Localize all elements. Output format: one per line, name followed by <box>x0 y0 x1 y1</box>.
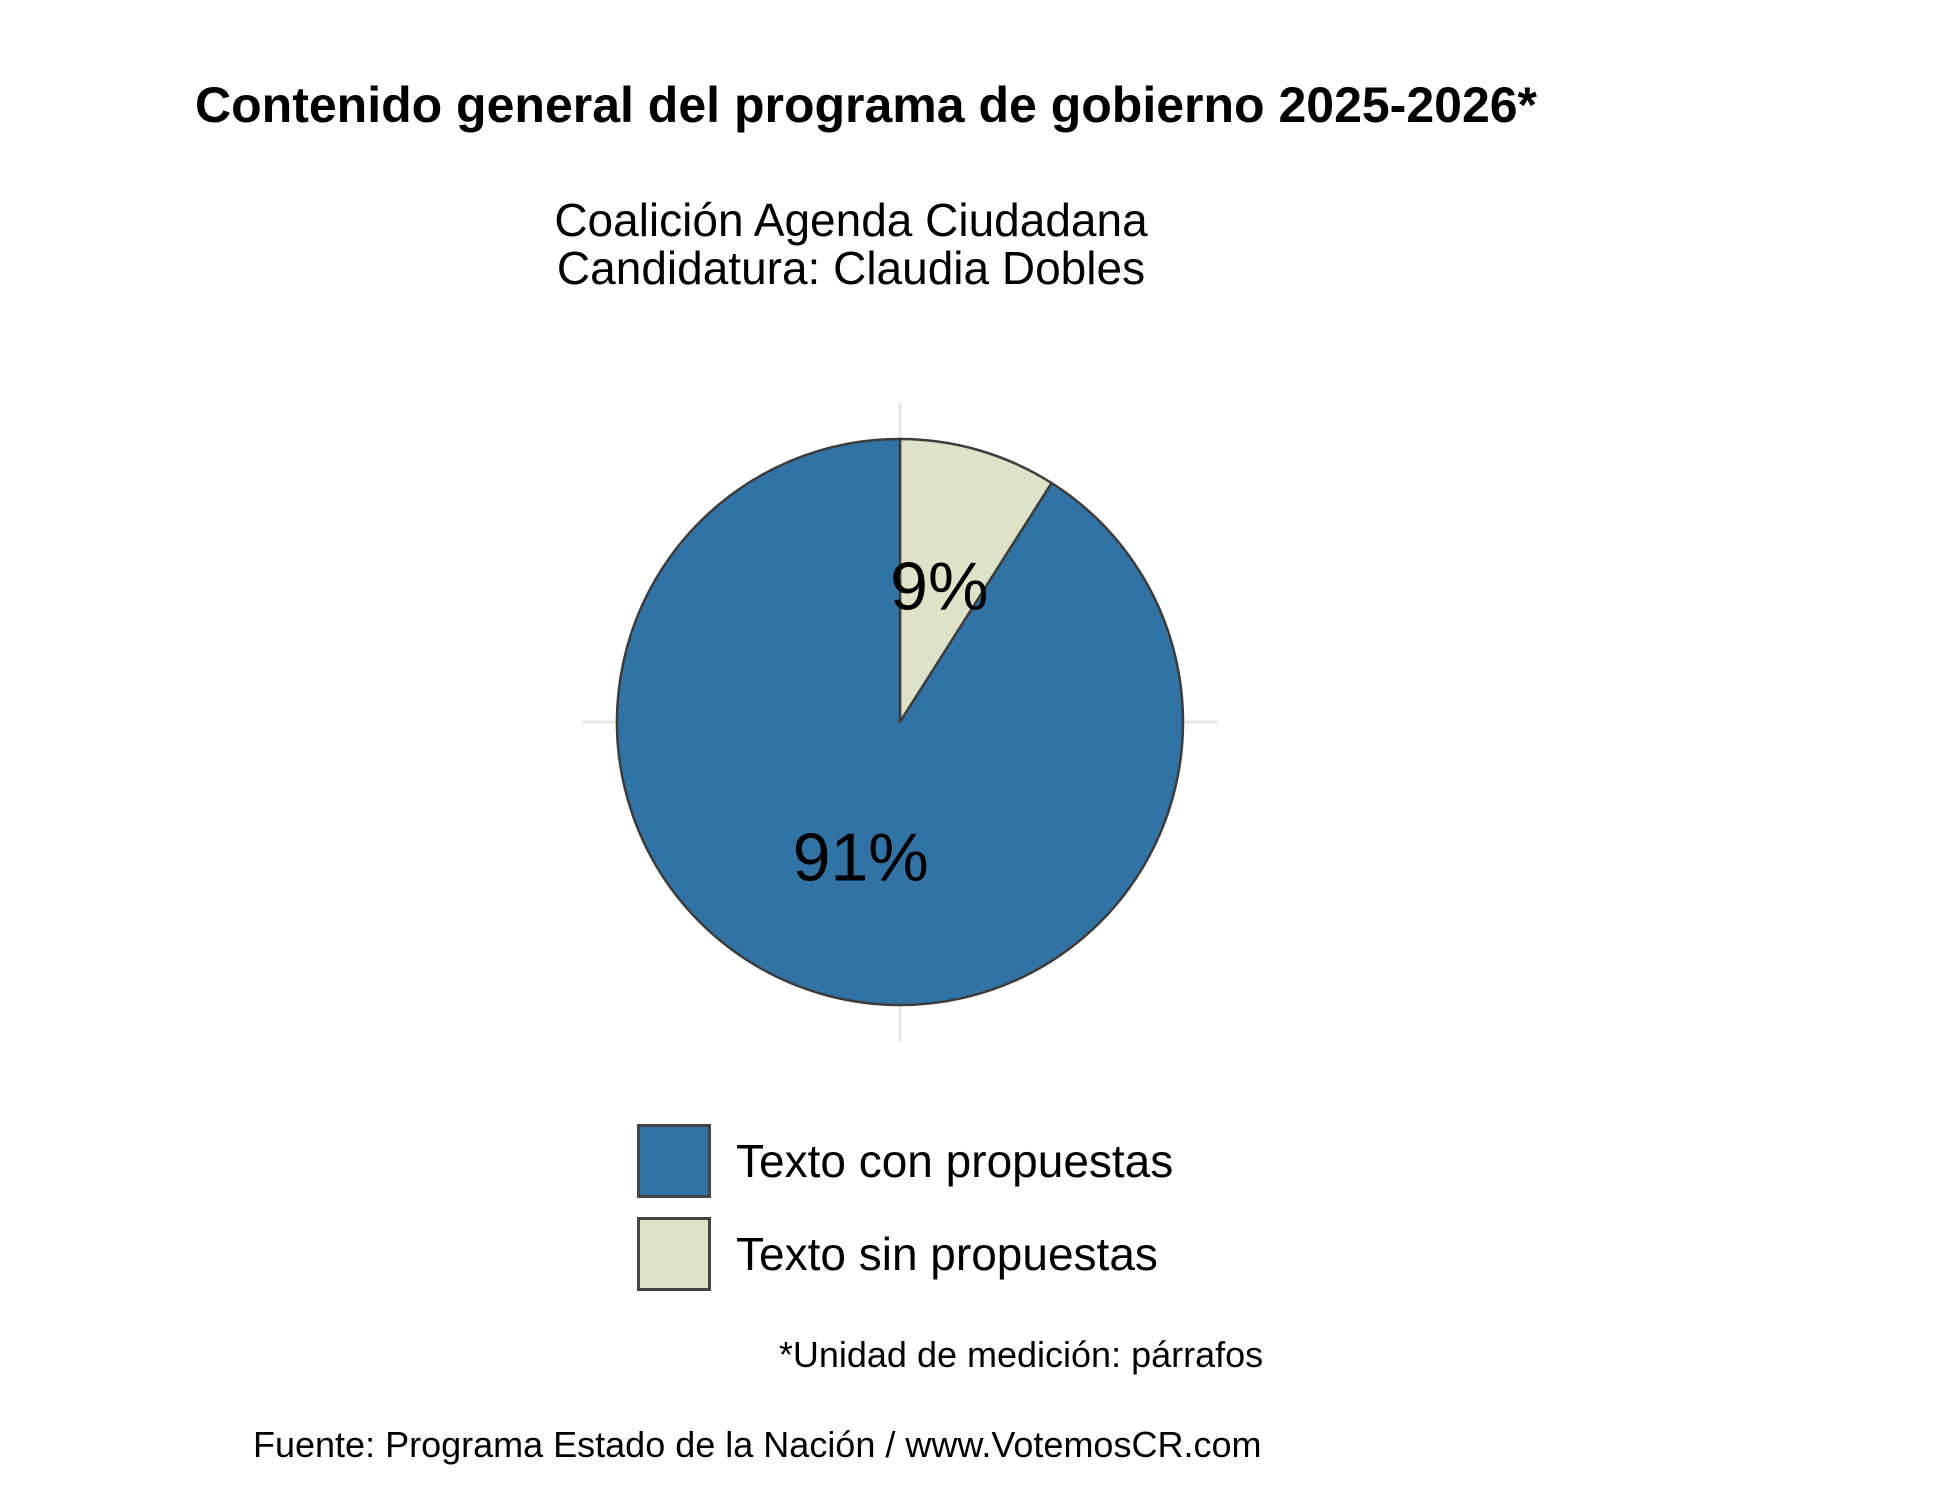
source-line: Fuente: Programa Estado de la Nación / w… <box>253 1424 1262 1465</box>
legend-item-con-propuestas: Texto con propuestas <box>637 1124 1173 1198</box>
subtitle-line-coalition: Coalición Agenda Ciudadana <box>554 194 1148 246</box>
subtitle-line-candidate: Candidatura: Claudia Dobles <box>556 242 1146 294</box>
pie-slice-percentage-label: 9% <box>890 549 988 625</box>
legend-label: Texto con propuestas <box>736 1135 1174 1187</box>
pie-slice-percentage-label: 91% <box>793 819 929 895</box>
chart-title: Contenido general del programa de gobier… <box>195 77 1538 133</box>
pie-chart-svg: 9% 91% <box>582 402 1218 1042</box>
pie-slice <box>898 437 1053 724</box>
legend-item-sin-propuestas: Texto sin propuestas <box>637 1217 1173 1291</box>
pie-chart: 9% 91% <box>560 384 1240 1060</box>
legend-swatch-beige <box>637 1217 711 1291</box>
legend: Texto con propuestas Texto sin propuesta… <box>637 1124 1173 1291</box>
legend-label: Texto sin propuestas <box>736 1228 1158 1280</box>
legend-swatch-blue <box>637 1124 711 1198</box>
pie-slice <box>615 437 1185 1007</box>
unit-footnote: *Unidad de medición: párrafos <box>778 1334 1264 1375</box>
chart-subtitle: Coalición Agenda Ciudadana Candidatura: … <box>554 196 1147 292</box>
